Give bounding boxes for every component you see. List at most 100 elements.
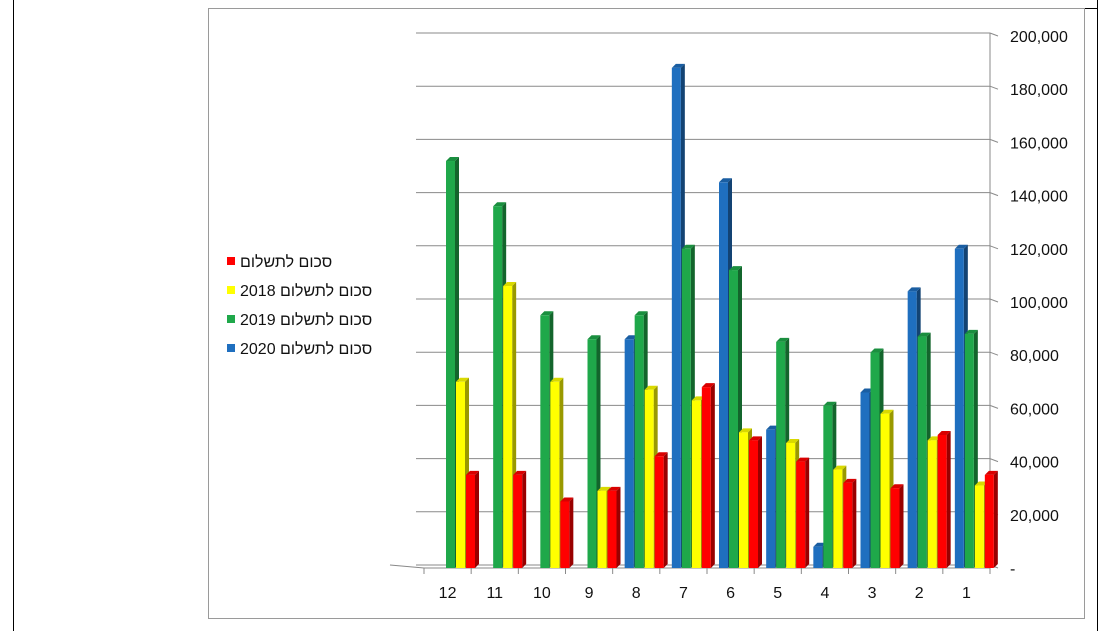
bar-top: [927, 436, 941, 441]
bar: [786, 442, 796, 568]
bar-top: [691, 396, 705, 401]
bar-top: [729, 266, 742, 271]
bar-top: [597, 486, 611, 491]
bar-top: [813, 542, 827, 547]
bar-top: [624, 335, 638, 340]
bar: [607, 490, 617, 568]
floor-edge: [389, 564, 425, 569]
bar: [860, 392, 870, 568]
bar-top: [823, 401, 837, 406]
bar: [917, 336, 927, 568]
xtick-label: 10: [533, 585, 551, 602]
ytick-mark: [989, 298, 999, 303]
bar: [739, 432, 748, 568]
ytick-label: -: [1010, 561, 1015, 578]
ytick-mark: [989, 404, 999, 409]
bar-top: [503, 282, 517, 287]
bar-side: [852, 478, 857, 568]
legend-swatch: [227, 286, 235, 294]
xtick-label: 1: [962, 585, 971, 602]
legend-label: סכום לתשלום: [240, 253, 332, 271]
ytick-label: 140,000: [1010, 189, 1068, 206]
bar: [766, 429, 776, 568]
bar-top: [749, 436, 762, 441]
bar: [587, 339, 597, 568]
bar-top: [843, 478, 857, 483]
ytick-mark: [989, 138, 999, 143]
bar-top: [954, 244, 968, 249]
bar: [719, 182, 728, 569]
bar: [927, 440, 937, 568]
xtick-label: 5: [773, 585, 782, 602]
bar-top: [870, 348, 884, 353]
legend-label: 2018 סכום לתשלום: [240, 282, 372, 300]
bar: [654, 456, 664, 568]
bar: [974, 485, 984, 568]
ytick-label: 100,000: [1010, 295, 1068, 312]
bar: [823, 405, 833, 568]
bar-top: [446, 157, 459, 162]
bar-top: [796, 457, 810, 462]
legend-swatch: [227, 257, 235, 265]
bar-top: [974, 481, 988, 486]
bar: [954, 248, 964, 569]
bar-top: [776, 337, 790, 342]
bar-top: [890, 484, 904, 489]
ytick-mark: [989, 192, 999, 197]
xtick-label: 7: [679, 585, 688, 602]
bar-top: [634, 311, 648, 316]
bar: [634, 315, 644, 568]
page-border-right: [1097, 0, 1098, 631]
bar-side: [522, 470, 527, 568]
ytick-mark: [989, 245, 999, 250]
bar-top: [833, 465, 847, 470]
bar: [560, 501, 570, 568]
bar-top: [671, 63, 685, 68]
bar-top: [644, 385, 658, 390]
bar: [729, 270, 738, 568]
bar: [907, 291, 917, 568]
bar: [691, 400, 701, 568]
xtick-label: 2: [915, 585, 924, 602]
bar: [493, 206, 503, 569]
ytick-label: 200,000: [1010, 29, 1068, 46]
legend-label: 2019 סכום לתשלום: [240, 311, 372, 329]
bar: [984, 474, 994, 568]
bar-top: [681, 244, 695, 249]
bar: [880, 413, 890, 568]
xtick-label: 6: [726, 585, 735, 602]
bar: [513, 474, 523, 568]
bar-top: [456, 377, 469, 382]
bar-side: [475, 470, 479, 568]
ytick-label: 120,000: [1010, 242, 1068, 259]
bar: [503, 286, 513, 568]
bar: [796, 461, 806, 568]
bar: [597, 490, 607, 568]
bar: [701, 387, 711, 568]
bar-side: [710, 383, 715, 568]
bar: [466, 474, 475, 568]
legend-swatch: [227, 315, 235, 323]
bar-side: [899, 484, 904, 568]
bar: [456, 381, 465, 568]
xtick-label: 3: [868, 585, 877, 602]
bar: [624, 339, 634, 568]
bar-top: [860, 388, 874, 393]
bar-top: [513, 470, 527, 475]
bar: [644, 389, 654, 568]
bar: [550, 381, 560, 568]
bar: [843, 482, 853, 568]
bar: [890, 488, 900, 568]
bar: [870, 352, 880, 568]
xtick-label: 12: [439, 585, 457, 602]
ytick-label: 40,000: [1010, 455, 1059, 472]
bar-top: [766, 425, 780, 430]
ytick-label: 80,000: [1010, 348, 1059, 365]
legend-swatch: [227, 344, 235, 352]
bar-side: [569, 497, 574, 568]
bar-top: [937, 431, 951, 435]
xtick-label: 9: [585, 585, 594, 602]
bar: [964, 333, 974, 568]
bar: [540, 315, 550, 568]
